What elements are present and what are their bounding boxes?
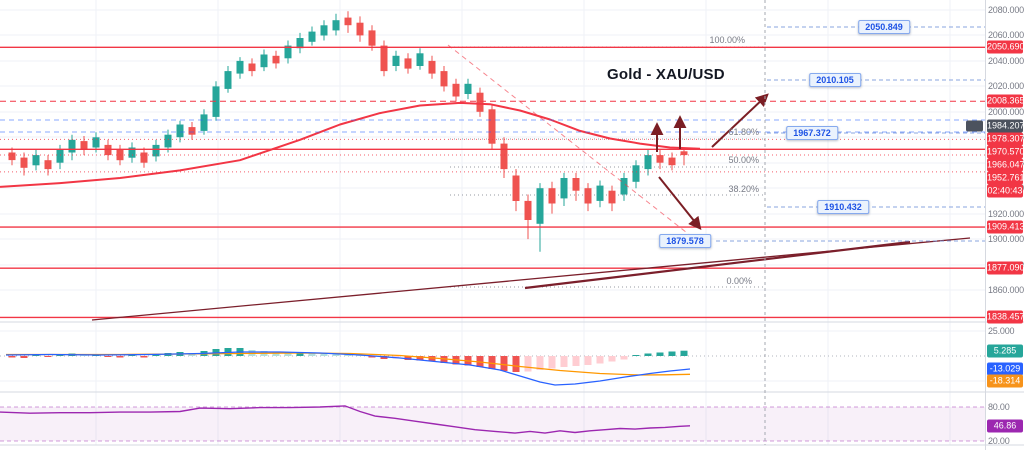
price-badge: -18.314 (987, 374, 1023, 388)
price-badge: 2008.365 (987, 94, 1024, 108)
price-badge: 2050.690 (987, 40, 1024, 54)
axis-tick: 1920.000 (988, 209, 1024, 219)
price-badge: 5.285 (987, 344, 1023, 358)
axis-tick: 80.00 (988, 402, 1010, 412)
axis-tick: 2080.000 (988, 5, 1024, 15)
price-badge: 1984.207 (987, 119, 1024, 133)
oscillator-line (0, 405, 691, 434)
price-badge: -13.029 (987, 362, 1023, 376)
arrow-annotation[interactable] (711, 93, 769, 148)
axis-tick: 2020.000 (988, 81, 1024, 91)
gridlines (0, 0, 985, 445)
moving-average-line (0, 101, 701, 188)
fib-retracement[interactable] (450, 46, 763, 288)
axis-tick: 2040.000 (988, 56, 1024, 66)
axis-tick: 20.00 (988, 436, 1010, 446)
price-badge: 1978.307 (987, 132, 1024, 146)
macd-line (5, 351, 691, 386)
ascending-trendline[interactable] (524, 240, 911, 290)
price-axis[interactable]: 2080.000 2060.000 2040.000 2020.000 2000.000… (985, 0, 1024, 450)
axis-tick: 1900.000 (988, 234, 1024, 244)
macd-histogram (8, 348, 688, 372)
axis-tick: 1860.000 (988, 285, 1024, 295)
price-badge: 1970.570 (987, 145, 1024, 159)
axis-tick: 2060.000 (988, 30, 1024, 40)
axis-tick: 25.000 (988, 326, 1015, 336)
horizontal-levels[interactable] (0, 46, 985, 319)
oscillator-band (0, 407, 985, 441)
axis-tick: 2000.000 (988, 107, 1024, 117)
price-badge: 46.86 (987, 419, 1023, 433)
descending-dashed-trendline[interactable] (447, 44, 697, 241)
arrow-annotation[interactable] (658, 176, 702, 231)
price-badge: 1952.761 (987, 171, 1024, 185)
price-badge: 1909.413 (987, 220, 1024, 234)
price-badge: 1877.090 (987, 261, 1024, 275)
price-badge: 1966.047 (987, 158, 1024, 172)
price-badge: 02:40:43 (987, 184, 1023, 198)
price-badge: 1838.457 (987, 310, 1024, 324)
